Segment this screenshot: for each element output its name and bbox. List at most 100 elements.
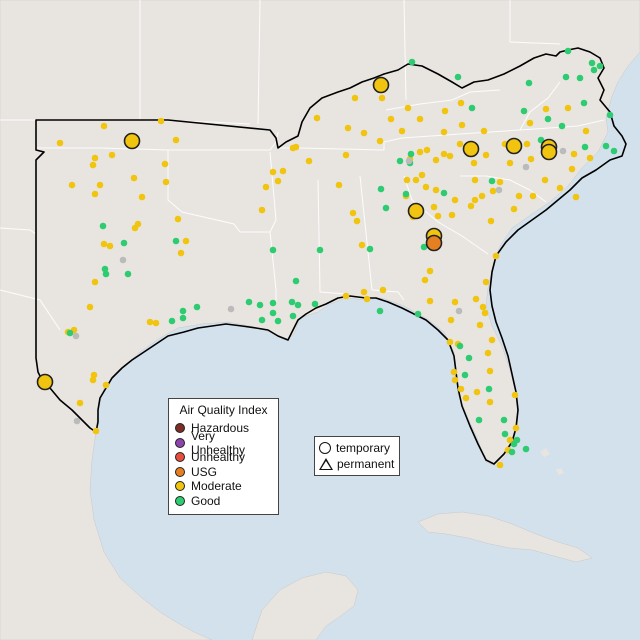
station-marker-moderate[interactable] bbox=[556, 184, 564, 192]
station-marker-moderate[interactable] bbox=[342, 151, 350, 159]
station-marker-moderate[interactable] bbox=[541, 176, 549, 184]
station-marker-moderate[interactable] bbox=[162, 178, 170, 186]
station-marker-no-data[interactable] bbox=[227, 305, 235, 313]
station-marker-moderate[interactable] bbox=[488, 336, 496, 344]
station-marker-good[interactable] bbox=[179, 307, 187, 315]
station-marker-moderate[interactable] bbox=[422, 183, 430, 191]
station-marker-moderate[interactable] bbox=[404, 104, 412, 112]
station-marker-moderate[interactable] bbox=[482, 278, 490, 286]
station-marker-moderate[interactable] bbox=[76, 399, 84, 407]
station-marker-good[interactable] bbox=[485, 385, 493, 393]
station-marker-moderate[interactable] bbox=[258, 206, 266, 214]
station-marker-good[interactable] bbox=[258, 316, 266, 324]
station-marker-moderate[interactable] bbox=[441, 107, 449, 115]
station-marker-moderate[interactable] bbox=[423, 146, 431, 154]
station-marker-moderate[interactable] bbox=[100, 122, 108, 130]
station-marker-moderate[interactable] bbox=[582, 127, 590, 135]
station-marker-moderate[interactable] bbox=[586, 154, 594, 162]
station-marker-good[interactable] bbox=[366, 245, 374, 253]
station-marker-good[interactable] bbox=[520, 107, 528, 115]
station-marker-good[interactable] bbox=[522, 445, 530, 453]
station-marker-moderate[interactable] bbox=[353, 217, 361, 225]
station-marker-moderate[interactable] bbox=[86, 303, 94, 311]
station-marker-good[interactable] bbox=[179, 314, 187, 322]
station-marker-moderate[interactable] bbox=[451, 196, 459, 204]
station-marker-moderate[interactable] bbox=[480, 127, 488, 135]
station-marker-good[interactable] bbox=[269, 299, 277, 307]
station-marker-good[interactable] bbox=[316, 246, 324, 254]
station-marker-moderate[interactable] bbox=[511, 391, 519, 399]
station-marker-moderate[interactable] bbox=[426, 297, 434, 305]
station-marker-moderate[interactable] bbox=[403, 176, 411, 184]
station-marker-moderate[interactable] bbox=[506, 436, 514, 444]
station-marker-no-data[interactable] bbox=[405, 157, 413, 165]
temporary-monitor-moderate[interactable] bbox=[540, 143, 558, 161]
station-marker-good[interactable] bbox=[382, 204, 390, 212]
station-marker-good[interactable] bbox=[501, 430, 509, 438]
station-marker-moderate[interactable] bbox=[91, 278, 99, 286]
station-marker-no-data[interactable] bbox=[495, 186, 503, 194]
station-marker-moderate[interactable] bbox=[440, 128, 448, 136]
station-marker-moderate[interactable] bbox=[363, 295, 371, 303]
station-marker-good[interactable] bbox=[120, 239, 128, 247]
station-marker-moderate[interactable] bbox=[100, 240, 108, 248]
station-marker-no-data[interactable] bbox=[73, 417, 81, 425]
station-marker-moderate[interactable] bbox=[313, 114, 321, 122]
station-marker-good[interactable] bbox=[289, 312, 297, 320]
station-marker-moderate[interactable] bbox=[182, 237, 190, 245]
station-marker-moderate[interactable] bbox=[482, 151, 490, 159]
station-marker-moderate[interactable] bbox=[457, 99, 465, 107]
station-marker-good[interactable] bbox=[377, 185, 385, 193]
station-marker-moderate[interactable] bbox=[470, 159, 478, 167]
station-marker-good[interactable] bbox=[168, 317, 176, 325]
station-marker-moderate[interactable] bbox=[416, 148, 424, 156]
station-marker-moderate[interactable] bbox=[152, 319, 160, 327]
monitoring-stations[interactable] bbox=[36, 47, 618, 469]
temporary-monitor-moderate[interactable] bbox=[123, 132, 141, 150]
station-marker-moderate[interactable] bbox=[523, 140, 531, 148]
station-marker-good[interactable] bbox=[407, 150, 415, 158]
station-marker-moderate[interactable] bbox=[174, 215, 182, 223]
station-marker-no-data[interactable] bbox=[72, 332, 80, 340]
station-marker-moderate[interactable] bbox=[91, 190, 99, 198]
temporary-monitor-moderate[interactable] bbox=[462, 140, 480, 158]
station-marker-no-data[interactable] bbox=[559, 147, 567, 155]
station-marker-moderate[interactable] bbox=[467, 202, 475, 210]
station-marker-moderate[interactable] bbox=[376, 137, 384, 145]
station-marker-moderate[interactable] bbox=[335, 181, 343, 189]
station-marker-moderate[interactable] bbox=[412, 176, 420, 184]
station-marker-moderate[interactable] bbox=[96, 181, 104, 189]
station-marker-moderate[interactable] bbox=[378, 94, 386, 102]
station-marker-good[interactable] bbox=[256, 301, 264, 309]
station-marker-good[interactable] bbox=[172, 237, 180, 245]
station-marker-moderate[interactable] bbox=[398, 127, 406, 135]
station-marker-moderate[interactable] bbox=[450, 368, 458, 376]
station-marker-moderate[interactable] bbox=[529, 192, 537, 200]
station-marker-moderate[interactable] bbox=[305, 157, 313, 165]
station-marker-moderate[interactable] bbox=[456, 140, 464, 148]
station-marker-moderate[interactable] bbox=[458, 121, 466, 129]
station-marker-moderate[interactable] bbox=[570, 150, 578, 158]
station-marker-good[interactable] bbox=[294, 301, 302, 309]
station-marker-moderate[interactable] bbox=[432, 156, 440, 164]
station-marker-moderate[interactable] bbox=[473, 388, 481, 396]
station-marker-good[interactable] bbox=[311, 300, 319, 308]
station-marker-moderate[interactable] bbox=[462, 394, 470, 402]
station-marker-moderate[interactable] bbox=[526, 119, 534, 127]
station-marker-good[interactable] bbox=[465, 354, 473, 362]
station-marker-moderate[interactable] bbox=[434, 212, 442, 220]
station-marker-moderate[interactable] bbox=[342, 292, 350, 300]
station-marker-moderate[interactable] bbox=[349, 209, 357, 217]
station-marker-good[interactable] bbox=[525, 79, 533, 87]
station-marker-moderate[interactable] bbox=[269, 168, 277, 176]
station-marker-moderate[interactable] bbox=[510, 205, 518, 213]
station-marker-moderate[interactable] bbox=[471, 196, 479, 204]
station-marker-good[interactable] bbox=[544, 115, 552, 123]
station-marker-no-data[interactable] bbox=[455, 307, 463, 315]
station-marker-good[interactable] bbox=[440, 189, 448, 197]
station-marker-moderate[interactable] bbox=[91, 154, 99, 162]
temporary-monitor-moderate[interactable] bbox=[372, 76, 390, 94]
station-marker-moderate[interactable] bbox=[89, 161, 97, 169]
station-marker-good[interactable] bbox=[488, 177, 496, 185]
